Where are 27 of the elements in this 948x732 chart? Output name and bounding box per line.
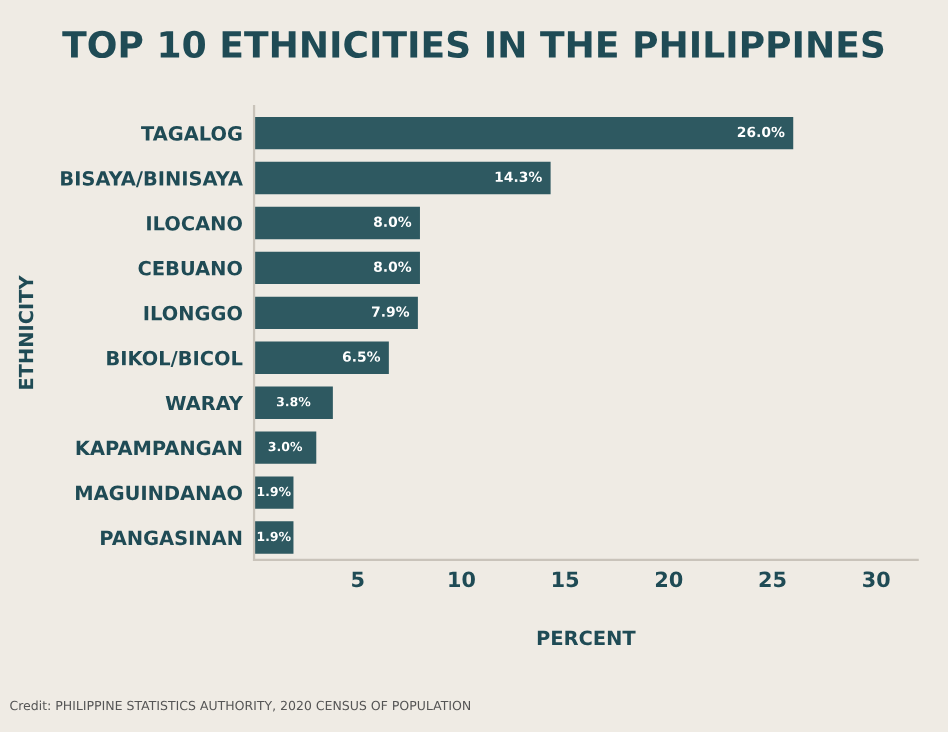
x-tick-label: 10 [449, 571, 475, 588]
chart-title: TOP 10 ETHNICITIES IN THE PHILIPPINES [62, 30, 884, 59]
bar [254, 386, 333, 419]
y-tick-label: KAPAMPANGAN [76, 440, 242, 456]
y-axis-title: ETHNICITY [18, 275, 34, 389]
y-tick-label: ILOCANO [147, 215, 242, 231]
y-tick-label: BIKOL/BICOL [107, 350, 243, 367]
x-tick-label: 25 [759, 571, 786, 588]
bar [254, 296, 418, 330]
bar [254, 161, 551, 195]
bar [254, 251, 420, 285]
y-tick-label: BISAYA/BINISAYA [61, 170, 243, 188]
y-tick-label: WARAY [165, 395, 244, 411]
y-tick-label: ILONGGO [144, 305, 242, 321]
y-tick-label: MAGUINDANAO [76, 485, 242, 501]
x-tick-label: 30 [863, 571, 890, 588]
x-tick-label: 5 [352, 571, 364, 588]
bar [254, 341, 389, 374]
y-tick-label: CEBUANO [138, 260, 242, 276]
y-tick-label: PANGASINAN [101, 530, 242, 546]
bar [254, 431, 317, 464]
x-tick-label: 15 [552, 571, 579, 588]
x-axis-title: PERCENT [537, 630, 636, 646]
bar [254, 206, 420, 240]
bar [254, 116, 794, 150]
y-tick-label: TAGALOG [141, 126, 242, 141]
x-tick-label: 20 [655, 571, 683, 588]
